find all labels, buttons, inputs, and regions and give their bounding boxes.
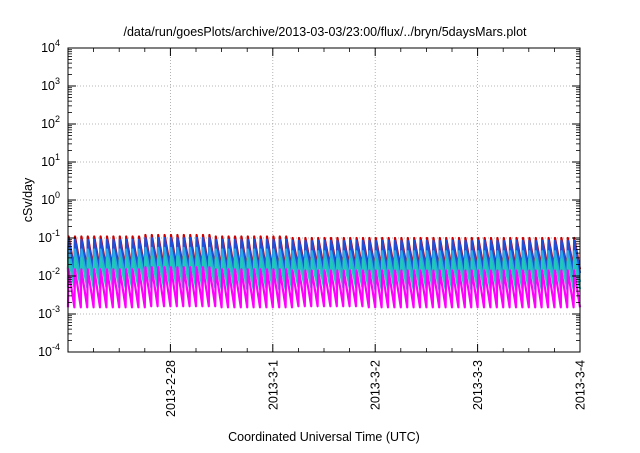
y-tick-base: 10 [38, 345, 52, 359]
y-tick-exponent: -1 [52, 228, 60, 238]
series-lines [66, 233, 582, 309]
y-tick-label: 10-1 [38, 228, 60, 245]
y-tick-base: 10 [38, 269, 52, 283]
x-axis: 2013-2-28 2013-3-1 2013-3-2 2013-3-3 2013-3-… [93, 48, 588, 417]
y-tick-exponent: 2 [55, 114, 60, 124]
chart-title: /data/run/goesPlots/archive/2013-03-03/2… [123, 25, 527, 39]
y-tick-exponent: -3 [52, 304, 60, 314]
y-tick-exponent: -2 [52, 266, 60, 276]
y-tick-label: 10-3 [38, 304, 60, 321]
y-tick-base: 10 [38, 231, 52, 245]
y-tick-label: 102 [41, 114, 60, 131]
y-tick-exponent: 4 [55, 38, 60, 48]
y-axis-title: cSv/day [21, 177, 35, 222]
y-tick-label: 10-2 [38, 266, 60, 283]
y-tick-base: 10 [41, 117, 55, 131]
x-tick-label: 2013-3-3 [471, 360, 485, 410]
x-tick-label: 2013-3-4 [574, 360, 588, 410]
y-tick-exponent: 0 [55, 190, 60, 200]
y-tick-base: 10 [38, 307, 52, 321]
y-tick-base: 10 [41, 193, 55, 207]
x-tick-label: 2013-3-1 [266, 360, 280, 410]
y-tick-exponent: 1 [55, 152, 60, 162]
x-tick-label: 2013-2-28 [164, 360, 178, 417]
x-tick-label: 2013-3-2 [369, 360, 383, 410]
y-tick-base: 10 [41, 41, 55, 55]
y-tick-label: 10-4 [38, 342, 60, 359]
series-line-5 [66, 266, 582, 309]
y-tick-label: 100 [41, 190, 60, 207]
x-axis-title: Coordinated Universal Time (UTC) [228, 430, 420, 444]
y-tick-label: 104 [41, 38, 60, 55]
y-tick-label: 101 [41, 152, 60, 169]
y-tick-exponent: -4 [52, 342, 60, 352]
y-tick-base: 10 [41, 155, 55, 169]
y-tick-exponent: 3 [55, 76, 60, 86]
y-tick-base: 10 [41, 79, 55, 93]
y-tick-label: 103 [41, 76, 60, 93]
